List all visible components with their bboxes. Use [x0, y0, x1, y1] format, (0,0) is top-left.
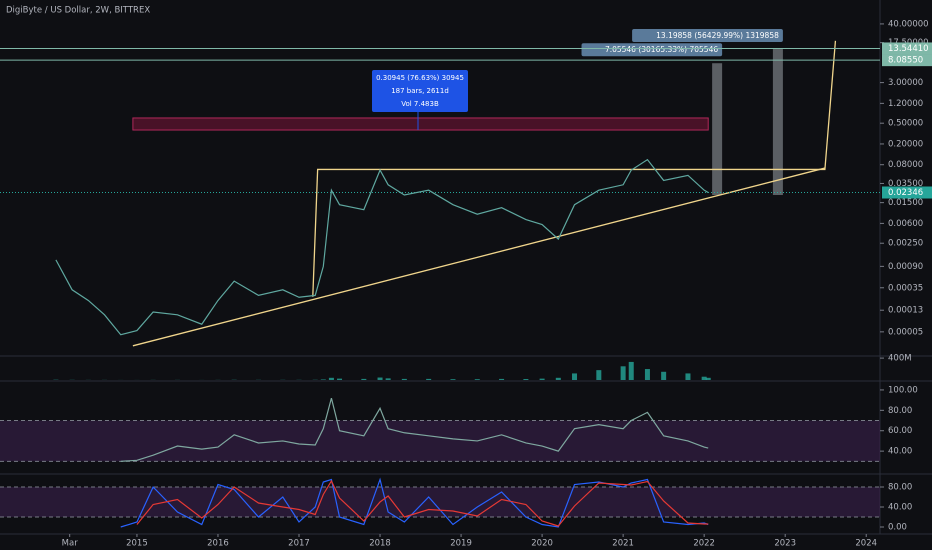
- volume-bar: [401, 378, 407, 380]
- volume-bar: [596, 370, 602, 380]
- volume-bar: [328, 377, 334, 380]
- trendline: [132, 167, 826, 347]
- target-label: 7.05546 (30165.33%) 705546: [605, 45, 718, 54]
- price-label-bg: [882, 54, 932, 67]
- x-tick-label: 2017: [288, 539, 310, 549]
- x-tick-label: 2018: [369, 539, 391, 549]
- x-tick-label: Mar: [62, 539, 79, 549]
- x-tick-label: 2016: [207, 539, 229, 549]
- volume-bar: [555, 377, 561, 380]
- x-tick-label: 2022: [693, 539, 715, 549]
- y-tick-label: 0.08000: [888, 160, 923, 170]
- y-tick-label: 400M: [888, 354, 912, 364]
- price-label: 0.02346: [888, 188, 923, 198]
- y-tick-label: 0.01500: [888, 198, 923, 208]
- volume-bar: [426, 378, 432, 380]
- rsi-band: [0, 420, 880, 462]
- volume-bar: [685, 373, 691, 380]
- y-tick-label: 0.00600: [888, 219, 923, 229]
- volume-bar: [499, 378, 505, 380]
- y-tick-label: 40.00000: [888, 19, 929, 29]
- volume-bar: [705, 377, 711, 380]
- volume-bar: [644, 369, 650, 380]
- volume-bar: [523, 379, 529, 380]
- series-line: [120, 397, 709, 462]
- measure-text: 187 bars, 2611d: [391, 87, 449, 95]
- volume-bar: [337, 378, 343, 380]
- x-tick-label: 2020: [531, 539, 553, 549]
- target-bar: [772, 49, 783, 196]
- x-tick-label: 2019: [450, 539, 472, 549]
- measure-text: 0.30945 (76.63%) 30945: [376, 74, 464, 82]
- volume-bar: [474, 379, 480, 380]
- trendline: [312, 40, 837, 297]
- price-label-bg: [882, 186, 932, 199]
- volume-bar: [377, 377, 383, 380]
- volume-bar: [628, 361, 634, 380]
- rsi-band: [0, 487, 880, 517]
- target-label-bg: [632, 29, 783, 43]
- target-label-bg: [581, 43, 723, 57]
- y-tick-label: 60.00: [888, 426, 912, 436]
- volume-bar: [572, 373, 578, 380]
- measure-text: Vol 7.483B: [401, 100, 439, 108]
- volume-bar: [539, 378, 545, 380]
- x-tick-label: 2023: [774, 539, 796, 549]
- x-tick-label: 2021: [612, 539, 634, 549]
- target-bar: [712, 63, 723, 196]
- series-line: [136, 479, 709, 527]
- measure-box-bg: [372, 70, 468, 112]
- y-tick-label: 3.00000: [888, 78, 923, 88]
- price-label-bg: [882, 42, 932, 55]
- y-tick-label: 0.00035: [888, 283, 923, 293]
- y-tick-label: 80.00: [888, 406, 912, 416]
- y-tick-label: 0.03500: [888, 179, 923, 189]
- resistance-zone: [132, 117, 709, 131]
- volume-bar: [620, 366, 626, 380]
- y-tick-label: 0.00: [888, 523, 907, 533]
- y-tick-label: 0.00013: [888, 306, 923, 316]
- y-tick-label: 40.00: [888, 503, 912, 513]
- chart-title: DigiByte / US Dollar, 2W, BITTREX: [6, 6, 150, 16]
- y-tick-label: 80.00: [888, 483, 912, 493]
- y-tick-label: 1.20000: [888, 99, 923, 109]
- y-tick-label: 0.50000: [888, 119, 923, 129]
- y-tick-label: 0.20000: [888, 139, 923, 149]
- volume-bar: [701, 376, 707, 380]
- price-label: 8.08550: [888, 56, 923, 66]
- y-tick-label: 0.00250: [888, 239, 923, 249]
- volume-bar: [385, 378, 391, 380]
- measure-box: 0.30945 (76.63%) 30945 187 bars, 2611d V…: [372, 70, 468, 130]
- y-tick-label: 40.00: [888, 447, 912, 457]
- price-label: 13.54410: [888, 44, 929, 54]
- y-tick-label: 0.00005: [888, 327, 923, 337]
- x-tick-label: 2024: [855, 539, 877, 549]
- volume-bar: [320, 379, 326, 380]
- volume-bar: [661, 371, 667, 380]
- x-tick-label: 2015: [126, 539, 148, 549]
- y-tick-label: 100.00: [888, 385, 918, 395]
- series-line: [55, 158, 709, 336]
- target-label: 13.19858 (56429.99%) 1319858: [656, 31, 779, 40]
- volume-bar: [450, 379, 456, 380]
- volume-bar: [361, 378, 367, 380]
- y-tick-label: 0.00090: [888, 262, 923, 272]
